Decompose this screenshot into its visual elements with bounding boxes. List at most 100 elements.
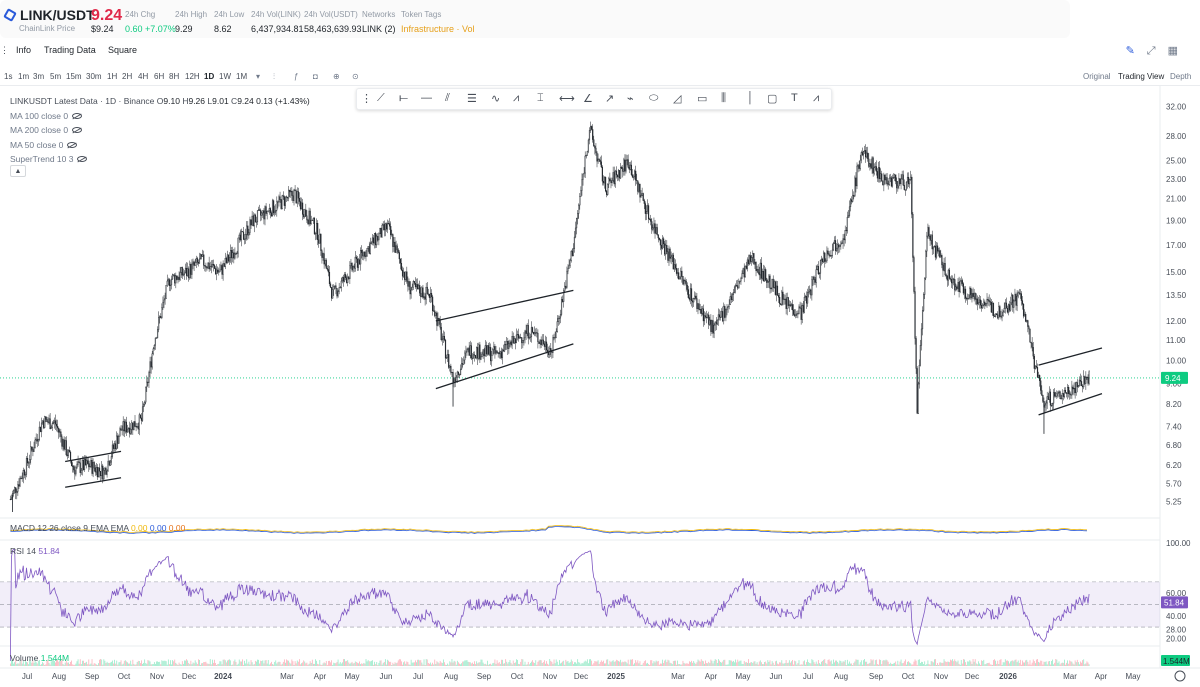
volume-bar <box>928 664 930 666</box>
volume-bar <box>187 660 189 666</box>
eye-off-icon[interactable] <box>67 141 78 148</box>
coin-name[interactable]: ChainLink Price <box>19 24 76 33</box>
interval-3m[interactable]: 3m <box>33 72 45 81</box>
interval-dropdown-icon[interactable]: ▾ <box>256 72 261 81</box>
indicator-ma200[interactable]: MA 200 close 0 <box>10 123 310 138</box>
interval-4H[interactable]: 4H <box>138 72 149 81</box>
candle-body <box>485 345 487 355</box>
parallel-channel-tool-icon[interactable]: ⫽ <box>445 92 450 104</box>
ray-tool-icon[interactable]: ⟝ <box>399 92 409 104</box>
grid-icon[interactable]: ▦ <box>1167 45 1190 57</box>
nav-trading-data[interactable]: Trading Data <box>44 45 96 55</box>
arrow-tool-icon[interactable]: ↗ <box>605 93 615 105</box>
camera-icon[interactable]: ◘ <box>313 72 318 81</box>
interval-1s[interactable]: 1s <box>4 72 13 81</box>
candle-body <box>701 308 703 314</box>
candle-body <box>805 296 808 304</box>
indicator-ma50[interactable]: MA 50 close 0 <box>10 138 310 153</box>
interval-12H[interactable]: 12H <box>185 72 200 81</box>
eye-off-icon[interactable] <box>72 112 83 119</box>
path-tool-icon[interactable]: ⌁ <box>627 93 634 105</box>
interval-1H[interactable]: 1H <box>107 72 118 81</box>
view-depth[interactable]: Depth <box>1170 72 1192 81</box>
nav-square[interactable]: Square <box>108 45 138 55</box>
indicator-ma100[interactable]: MA 100 close 0 <box>10 109 310 124</box>
triangle-tool-icon[interactable]: ◿ <box>673 93 682 105</box>
volume-bar <box>524 661 526 666</box>
pen-icon[interactable]: ✎ <box>1125 45 1147 57</box>
candle-body <box>1084 376 1086 384</box>
view-trading-view[interactable]: Trading View <box>1118 72 1165 81</box>
volume-bar <box>39 660 40 666</box>
drag-handle-icon[interactable]: ⋮ <box>361 93 372 105</box>
interval-1M[interactable]: 1M <box>236 72 248 81</box>
volume-bar <box>196 663 198 666</box>
collapse-legend-button[interactable]: ▲ <box>10 165 26 177</box>
nav-info[interactable]: Info <box>16 45 32 55</box>
volume-bar <box>74 664 76 666</box>
volume-bar <box>589 659 590 666</box>
measure-tool-icon[interactable]: ⟷ <box>559 93 575 105</box>
horizontal-line-tool-icon[interactable]: — <box>421 92 432 104</box>
volume-bar <box>638 663 640 666</box>
fib-tool-icon[interactable]: ☰ <box>467 93 477 105</box>
pattern-tool-icon[interactable]: ⩘ <box>813 92 820 104</box>
candle-body <box>170 278 173 286</box>
candle-body <box>639 183 641 198</box>
callout-tool-icon[interactable]: ▭ <box>697 93 708 105</box>
trendline-tool-icon[interactable]: ⟋ <box>377 92 385 104</box>
interval-30m[interactable]: 30m <box>86 72 102 81</box>
abcd-tool-icon[interactable]: ⩘ <box>513 92 520 104</box>
candle-body <box>150 361 152 368</box>
pair-selector[interactable]: LINK/USDT <box>3 7 95 23</box>
interval-2H[interactable]: 2H <box>122 72 133 81</box>
expand-icon[interactable]: ⤢ <box>1146 45 1168 57</box>
indicators-icon[interactable]: ƒ <box>294 72 299 81</box>
volume-bar <box>925 664 927 666</box>
volume-bar <box>586 659 588 666</box>
volume-bar <box>1041 660 1043 666</box>
menu-icon[interactable]: ⋮ <box>0 45 9 55</box>
candle-body <box>584 155 586 174</box>
interval-1m[interactable]: 1m <box>18 72 30 81</box>
candle-body <box>413 281 415 284</box>
candle-body <box>440 326 442 341</box>
vertical-line-tool-icon[interactable]: │ <box>747 92 754 104</box>
volume-bar <box>870 659 872 666</box>
rectangle-tool-icon[interactable]: ▢ <box>767 93 778 105</box>
indicator-supertrend[interactable]: SuperTrend 10 3 <box>10 152 310 167</box>
ellipse-tool-icon[interactable]: ⬭ <box>649 92 659 104</box>
bars-pattern-tool-icon[interactable]: ⫼ <box>721 92 727 104</box>
eye-off-icon[interactable] <box>72 127 83 134</box>
add-icon[interactable]: ⊕ <box>333 72 340 81</box>
text-tool-icon[interactable]: T <box>791 92 798 104</box>
candle-body <box>111 444 114 457</box>
angle-tool-icon[interactable]: ∠ <box>583 93 593 105</box>
stat-key: Networks <box>362 10 396 19</box>
wave-tool-icon[interactable]: ∿ <box>491 93 501 105</box>
volume-bar <box>463 661 465 666</box>
interval-5m[interactable]: 5m <box>50 72 62 81</box>
interval-6H[interactable]: 6H <box>154 72 165 81</box>
volume-bar <box>699 661 701 666</box>
candle-body <box>796 313 798 315</box>
interval-1W[interactable]: 1W <box>219 72 231 81</box>
candle-body <box>65 440 67 456</box>
interval-8H[interactable]: 8H <box>169 72 180 81</box>
interval-15m[interactable]: 15m <box>66 72 82 81</box>
candle-body <box>644 203 646 214</box>
chart-type-icon[interactable]: ⫶ <box>273 72 275 81</box>
view-original[interactable]: Original <box>1083 72 1111 81</box>
settings-icon[interactable]: ⊙ <box>352 72 359 81</box>
volume-bar <box>123 660 125 666</box>
candle-body <box>449 365 451 368</box>
interval-1D[interactable]: 1D <box>204 72 215 81</box>
candle-body <box>906 176 909 183</box>
macd-value-2: 0.00 <box>149 523 167 533</box>
candle-body <box>991 302 993 313</box>
text-cursor-tool-icon[interactable]: ⌶ <box>537 92 544 104</box>
eye-off-icon[interactable] <box>77 156 88 163</box>
volume-bar <box>489 664 490 666</box>
stat-value[interactable]: Infrastructure · Vol <box>401 24 475 34</box>
